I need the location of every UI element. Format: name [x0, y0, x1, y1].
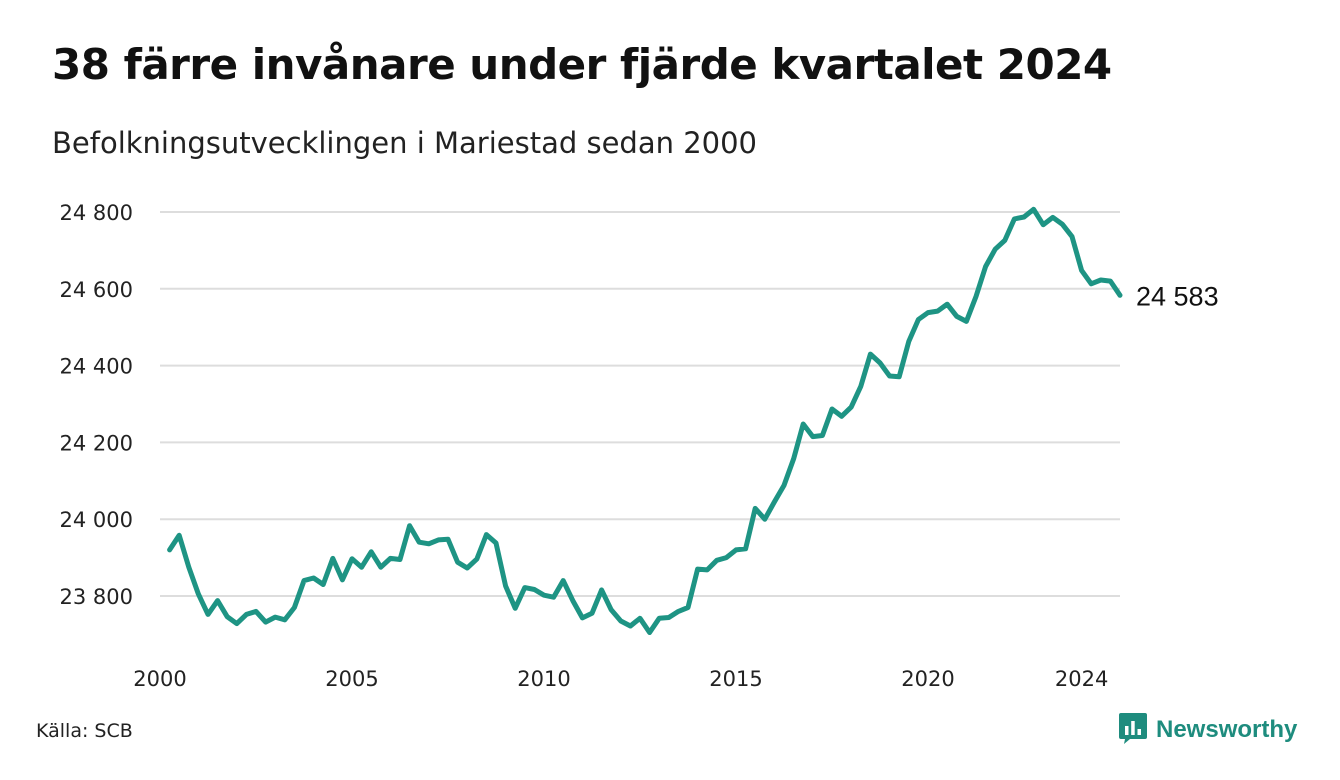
brand-logo: Newsworthy [1118, 713, 1297, 747]
x-tick-label: 2020 [901, 667, 954, 691]
x-tick-label: 2005 [325, 667, 378, 691]
y-axis: 23 800 24 000 24 200 24 400 24 600 24 800 [60, 201, 133, 609]
y-tick-label: 23 800 [60, 585, 133, 609]
x-tick-label: 2010 [517, 667, 570, 691]
y-tick-label: 24 000 [60, 508, 133, 532]
bar-chart-icon [1118, 712, 1148, 748]
grid-lines [160, 211, 1120, 597]
y-tick-label: 24 200 [60, 431, 133, 455]
brand-name: Newsworthy [1156, 716, 1298, 743]
x-tick-label: 2000 [133, 667, 186, 691]
series-line [167, 206, 1123, 635]
x-tick-label: 2015 [709, 667, 762, 691]
end-value-label: 24 583 [1136, 281, 1219, 311]
y-tick-label: 24 400 [60, 355, 133, 379]
chart-subtitle: Befolkningsutvecklingen i Mariestad seda… [52, 126, 758, 160]
x-tick-label: 2024 [1055, 667, 1108, 691]
chart-title: 38 färre invånare under fjärde kvartalet… [52, 40, 1112, 89]
y-tick-label: 24 800 [60, 201, 133, 225]
x-axis: 2000 2005 2010 2015 2020 2024 [133, 667, 1108, 691]
source-note: Källa: SCB [36, 720, 133, 742]
y-tick-label: 24 600 [60, 278, 133, 302]
series-layer: 24 583 [167, 206, 1219, 635]
